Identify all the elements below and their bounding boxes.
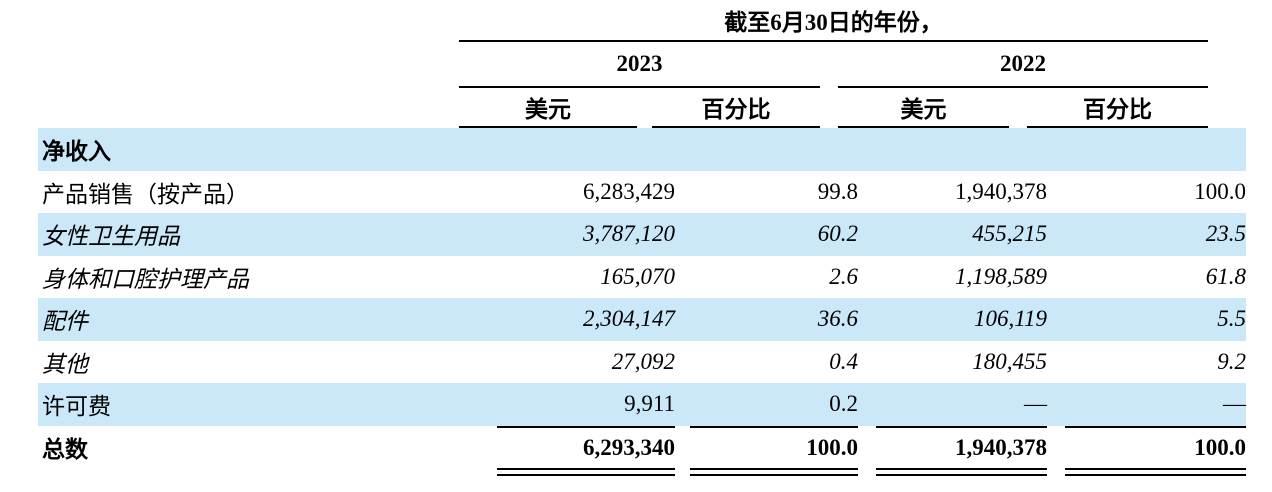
table-row: 身体和口腔护理产品 165,070 2.6 1,198,589 61.8 [38,256,1246,299]
double-rule-segment [690,468,858,476]
table-row: 女性卫生用品 3,787,120 60.2 455,215 23.5 [38,213,1246,256]
period-header-row: 截至6月30日的年份， [0,0,1272,42]
cell-pct-2023: 99.8 [817,178,858,204]
col-header-pct-2023: 百分比 [652,88,820,128]
row-label: 其他 [42,351,88,377]
total-usd-2022: 1,940,378 [876,425,1047,469]
row-label: 许可费 [42,394,111,420]
cell-pct-2023: 36.6 [817,306,858,332]
year-2023-header: 2023 [459,42,820,88]
total-pct-2022: 100.0 [1065,425,1246,469]
cell-pct-2022: 61.8 [1205,263,1246,289]
section-row-net-revenue: 净收入 [38,128,1246,171]
table-row: 其他 27,092 0.4 180,455 9.2 [38,341,1246,384]
cell-pct-2022: 5.5 [1217,306,1246,332]
cell-usd-2023: 2,304,147 [583,306,675,332]
total-pct-2023: 100.0 [690,425,858,469]
total-row: 总数 6,293,340 100.0 1,940,378 100.0 [38,425,1246,469]
table-row: 产品销售（按产品） 6,283,429 99.8 1,940,378 100.0 [38,171,1246,214]
double-rule-segment [497,468,675,476]
cell-pct-2022: 23.5 [1205,221,1246,247]
total-label: 总数 [42,436,88,462]
period-title: 截至6月30日的年份， [459,0,1208,42]
double-rule-segment [1065,468,1246,476]
cell-usd-2022: — [1024,391,1047,417]
year-2022-header: 2022 [838,42,1208,88]
cell-usd-2022: 1,198,589 [955,263,1047,289]
column-header-row: 美元 百分比 美元 百分比 [0,88,1272,128]
cell-pct-2023: 60.2 [817,221,858,247]
cell-pct-2022: 9.2 [1217,348,1246,374]
row-label: 配件 [42,309,88,335]
row-label: 女性卫生用品 [42,224,180,250]
cell-pct-2022: 100.0 [1194,178,1246,204]
cell-usd-2023: 27,092 [611,348,675,374]
cell-usd-2022: 455,215 [972,221,1047,247]
year-header-row: 2023 2022 [0,42,1272,88]
col-header-usd-2023: 美元 [459,88,637,128]
double-rule-segment [876,468,1047,476]
cell-usd-2023: 165,070 [600,263,675,289]
row-label: 身体和口腔护理产品 [42,266,249,292]
table-row: 许可费 9,911 0.2 — — [38,383,1246,426]
cell-pct-2023: 2.6 [829,263,858,289]
cell-usd-2022: 1,940,378 [955,178,1047,204]
col-header-usd-2022: 美元 [838,88,1009,128]
section-label: 净收入 [42,139,111,165]
cell-pct-2023: 0.4 [829,348,858,374]
row-label: 产品销售（按产品） [42,181,249,207]
cell-usd-2023: 3,787,120 [583,221,675,247]
cell-usd-2023: 6,283,429 [583,178,675,204]
cell-usd-2022: 106,119 [973,306,1047,332]
cell-usd-2022: 180,455 [972,348,1047,374]
cell-pct-2023: 0.2 [829,391,858,417]
cell-usd-2023: 9,911 [624,391,675,417]
total-usd-2023: 6,293,340 [497,425,675,469]
total-double-rule [497,468,1272,477]
cell-pct-2022: — [1223,391,1246,417]
table-row: 配件 2,304,147 36.6 106,119 5.5 [38,298,1246,341]
col-header-pct-2022: 百分比 [1027,88,1208,128]
